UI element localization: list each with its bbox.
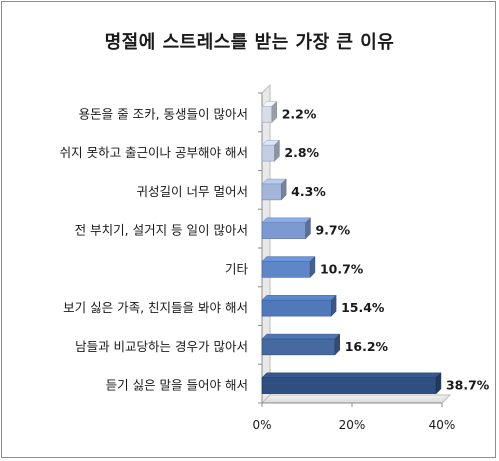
bar-side-face — [435, 372, 442, 395]
data-label: 10.7% — [320, 261, 364, 276]
category-label: 남들과 비교당하는 경우가 많아서 — [75, 339, 248, 354]
bar-top-face — [261, 295, 337, 301]
bar-side-face — [274, 139, 280, 162]
bar — [261, 299, 332, 317]
category-label: 듣기 싫은 말을 들어야 해서 — [106, 378, 248, 393]
data-label: 15.4% — [341, 300, 385, 315]
data-label: 2.8% — [284, 145, 319, 160]
category-label: 쉬지 못하고 출근이나 공부해야 해서 — [60, 145, 248, 160]
chart-floor — [260, 394, 452, 404]
data-label: 9.7% — [315, 223, 350, 238]
bar-side-face — [305, 217, 311, 240]
bar-side-face — [281, 178, 287, 201]
x-tick-label: 40% — [429, 418, 456, 432]
data-label: 38.7% — [446, 378, 490, 393]
bar-top-face — [261, 333, 341, 340]
chart-side-wall — [261, 83, 271, 405]
data-label: 4.3% — [291, 184, 326, 199]
bar-side-face — [334, 333, 340, 356]
x-tick-label: 0% — [252, 418, 271, 432]
bar — [261, 144, 275, 162]
category-label: 용돈을 줄 조카, 동생들이 많아서 — [79, 106, 248, 121]
category-label: 귀성길이 너무 멀어서 — [137, 184, 248, 199]
bar — [261, 106, 273, 123]
bar — [261, 377, 437, 394]
bar — [261, 222, 306, 239]
bar-side-face — [271, 100, 277, 123]
category-label: 전 부치기, 설거지 등 일이 많아서 — [75, 223, 248, 238]
bar-side-face — [331, 294, 337, 317]
chart-axes — [258, 83, 452, 407]
category-label: 보기 싫은 가족, 친지들을 봐야 해서 — [63, 300, 248, 315]
category-label: 기타 — [225, 261, 249, 276]
bar-top-face — [261, 217, 312, 223]
bar — [261, 261, 311, 278]
chart-labels: 0% 20% 40% 용돈을 줄 조카, 동생들이 많아서 2.2% 쉬지 못하고 출근이… — [60, 106, 490, 432]
data-label: 2.2% — [282, 106, 317, 121]
bar — [261, 183, 282, 201]
chart-title: 명절에 스트레스를 받는 가장 큰 이유 — [104, 32, 395, 53]
data-label: 16.2% — [345, 339, 389, 354]
x-tick-label: 20% — [339, 418, 366, 432]
bar — [261, 338, 336, 356]
bar-top-face — [261, 372, 442, 378]
bar-top-face — [261, 256, 316, 262]
bar-side-face — [309, 255, 316, 278]
chart-bars — [261, 100, 442, 395]
